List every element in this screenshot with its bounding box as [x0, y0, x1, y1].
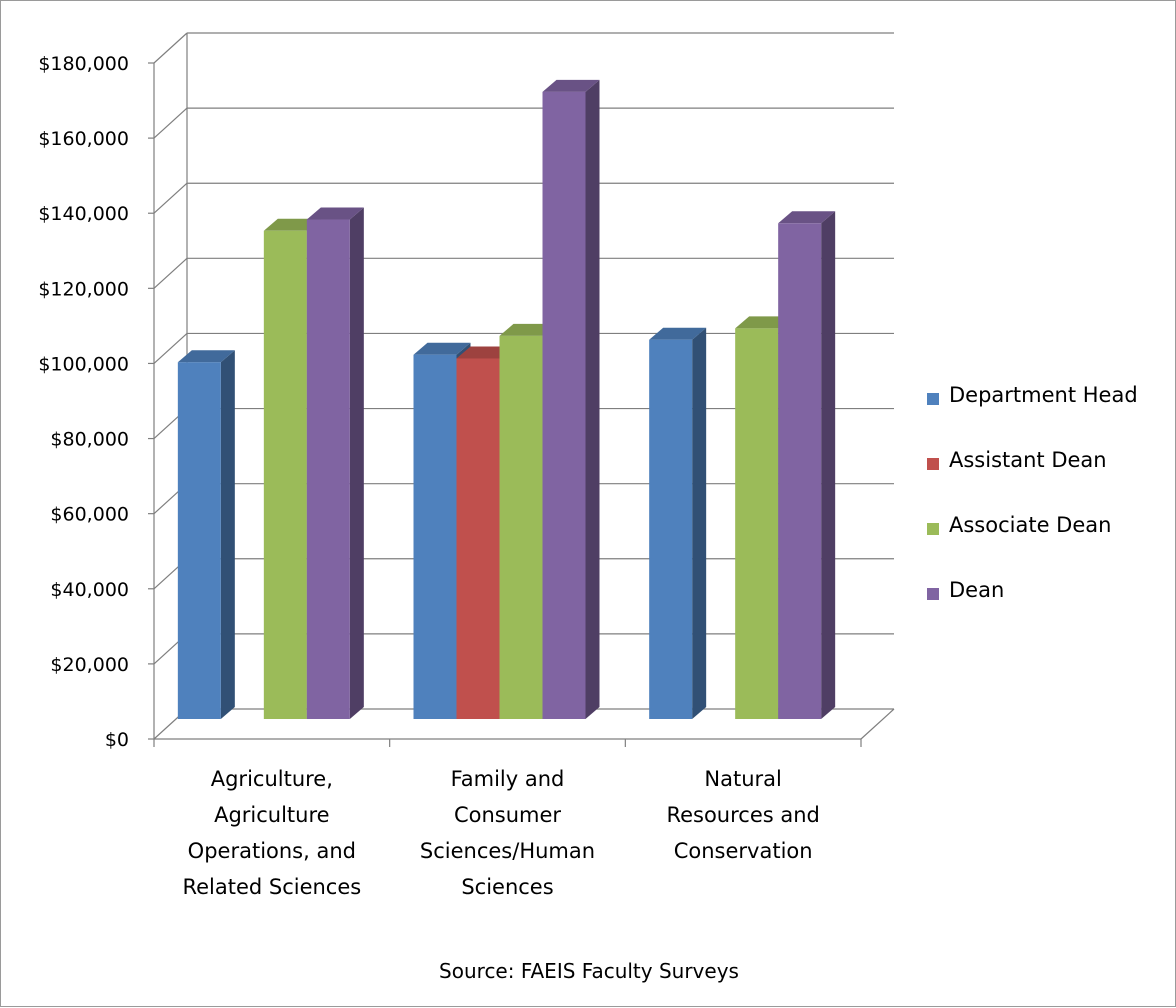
bar-top — [456, 346, 514, 359]
y-tick-label: $180,000 — [38, 53, 129, 75]
bar-side — [220, 350, 235, 719]
legend-label: Department Head — [949, 383, 1138, 407]
legend-swatch — [927, 588, 939, 600]
bar — [778, 223, 822, 719]
y-tick-label: $80,000 — [50, 429, 129, 451]
y-tick-label: $120,000 — [38, 278, 129, 300]
y-tick-label: $100,000 — [38, 353, 129, 375]
legend-label: Associate Dean — [949, 513, 1112, 537]
x-tick-label: Family and Consumer Sciences/Human Sciences — [420, 767, 595, 899]
source-note: Source: FAEIS Faculty Surveys — [439, 959, 739, 983]
bar-top — [649, 327, 707, 340]
legend-label: Assistant Dean — [949, 448, 1107, 472]
bar — [735, 328, 779, 719]
gridline-depth — [153, 32, 188, 64]
bar — [542, 91, 586, 720]
bar — [413, 354, 457, 719]
bar — [456, 358, 500, 719]
bar-top — [542, 79, 600, 92]
y-tick-label: $40,000 — [50, 579, 129, 601]
x-tick-label: Agriculture, Agriculture Operations, and Re… — [182, 767, 361, 899]
bar-top — [413, 342, 471, 355]
y-tick-label: $60,000 — [50, 504, 129, 526]
bar-top — [735, 316, 793, 329]
legend-swatch — [927, 393, 939, 405]
bar — [306, 219, 350, 719]
bar-side — [349, 207, 364, 719]
bar — [499, 335, 543, 719]
legend-swatch — [927, 458, 939, 470]
y-tick-label: $20,000 — [50, 654, 129, 676]
bar-side — [692, 327, 707, 719]
gridline-depth — [153, 333, 188, 364]
x-tick-label: Natural Resources and Conservation — [666, 767, 819, 863]
bar-side — [821, 211, 836, 719]
bar-side — [585, 79, 600, 720]
y-tick-label: $0 — [105, 729, 129, 751]
bar — [263, 230, 307, 719]
bar-top — [778, 211, 836, 224]
gridline-depth — [153, 107, 188, 139]
bar-top — [499, 323, 557, 336]
bar-top — [177, 350, 235, 363]
y-tick-label: $160,000 — [38, 128, 129, 150]
bar-top — [306, 207, 364, 220]
gridline-depth — [153, 182, 188, 214]
bar-top — [263, 218, 321, 231]
legend-label: Dean — [949, 578, 1005, 602]
gridline-depth — [153, 257, 188, 289]
floor-edge — [860, 708, 895, 740]
y-tick-label: $140,000 — [38, 203, 129, 225]
bar — [177, 362, 221, 719]
bar — [649, 339, 693, 719]
legend-swatch — [927, 523, 939, 535]
